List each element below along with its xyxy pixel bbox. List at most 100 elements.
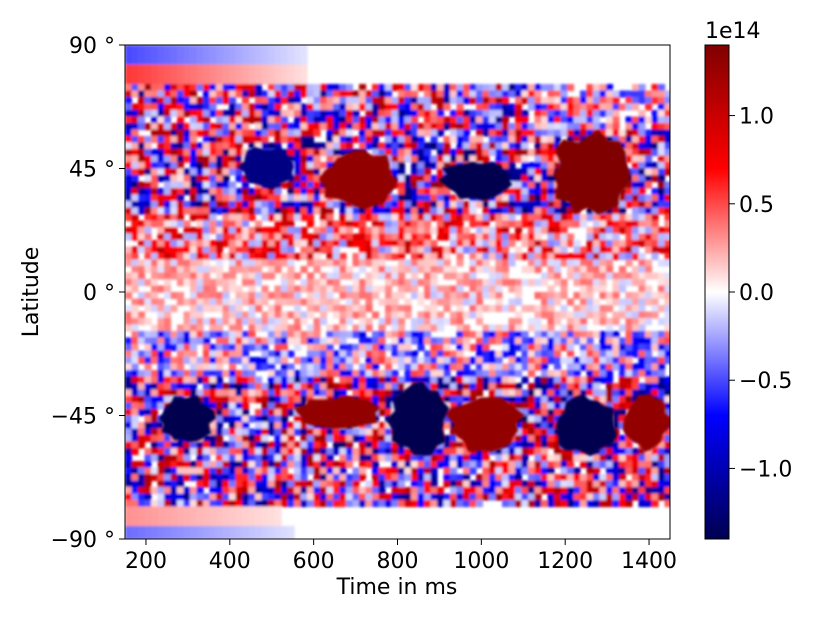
heatmap-cell xyxy=(222,142,230,150)
heatmap-cell xyxy=(378,344,386,352)
heatmap-cell xyxy=(398,357,406,365)
heatmap-cell xyxy=(417,292,425,300)
heatmap-cell xyxy=(612,474,620,482)
heatmap-cell xyxy=(664,103,670,111)
heatmap-cell xyxy=(274,480,282,488)
heatmap-cell xyxy=(242,279,250,287)
heatmap-cell xyxy=(612,298,620,306)
heatmap-cell xyxy=(547,396,555,404)
heatmap-cell xyxy=(378,448,386,456)
heatmap-cell xyxy=(196,142,204,150)
heatmap-cell xyxy=(482,350,490,358)
heatmap-cell xyxy=(346,298,354,306)
heatmap-cell xyxy=(638,493,646,501)
heatmap-cell xyxy=(255,376,263,384)
heatmap-cell xyxy=(242,71,250,79)
heatmap-cell xyxy=(456,110,464,118)
heatmap-cell xyxy=(365,110,373,118)
heatmap-cell xyxy=(495,487,503,495)
heatmap-cell xyxy=(619,298,627,306)
heatmap-cell xyxy=(664,97,670,105)
heatmap-cell xyxy=(261,116,269,124)
heatmap-cell xyxy=(385,311,393,319)
heatmap-cell xyxy=(443,162,451,170)
heatmap-cell xyxy=(632,194,640,202)
heatmap-cell xyxy=(352,376,360,384)
heatmap-cell xyxy=(326,285,334,293)
heatmap-cell xyxy=(157,45,165,53)
heatmap-cell xyxy=(411,493,419,501)
heatmap-cell xyxy=(541,103,549,111)
heatmap-cell xyxy=(229,149,237,157)
heatmap-cell xyxy=(606,272,614,280)
heatmap-cell xyxy=(268,123,276,131)
heatmap-cell xyxy=(222,389,230,397)
heatmap-cell xyxy=(372,129,380,137)
heatmap-cell xyxy=(593,487,601,495)
heatmap-cell xyxy=(625,292,633,300)
heatmap-cell xyxy=(599,318,607,326)
heatmap-cell xyxy=(261,441,269,449)
heatmap-cell xyxy=(411,467,419,475)
heatmap-cell xyxy=(365,487,373,495)
heatmap-cell xyxy=(534,409,542,417)
heatmap-cell xyxy=(255,201,263,209)
heatmap-cell xyxy=(489,324,497,332)
heatmap-cell xyxy=(443,84,451,92)
heatmap-cell xyxy=(125,259,133,267)
heatmap-cell xyxy=(287,311,295,319)
heatmap-cell xyxy=(229,168,237,176)
heatmap-cell xyxy=(443,337,451,345)
heatmap-cell xyxy=(580,97,588,105)
heatmap-cell xyxy=(573,448,581,456)
heatmap-cell xyxy=(151,344,159,352)
heatmap-cell xyxy=(398,480,406,488)
heatmap-cell xyxy=(664,461,670,469)
heatmap-cell xyxy=(606,116,614,124)
heatmap-cell xyxy=(606,467,614,475)
heatmap-cell xyxy=(437,253,445,261)
heatmap-cell xyxy=(417,376,425,384)
heatmap-cell xyxy=(177,45,185,53)
heatmap-cell xyxy=(164,246,172,254)
heatmap-cell xyxy=(554,415,562,423)
heatmap-cell xyxy=(378,435,386,443)
heatmap-cell xyxy=(632,233,640,241)
heatmap-cell xyxy=(183,71,191,79)
heatmap-cell xyxy=(378,207,386,215)
heatmap-cell xyxy=(437,259,445,267)
heatmap-cell xyxy=(463,480,471,488)
heatmap-cell xyxy=(378,220,386,228)
heatmap-cell xyxy=(521,129,529,137)
heatmap-cell xyxy=(521,90,529,98)
heatmap-cell xyxy=(638,474,646,482)
heatmap-cell xyxy=(664,201,670,209)
heatmap-cell xyxy=(164,188,172,196)
heatmap-cell xyxy=(131,370,139,378)
heatmap-cell xyxy=(157,64,165,72)
heatmap-cell xyxy=(528,90,536,98)
heatmap-cell xyxy=(398,454,406,462)
heatmap-cell xyxy=(235,233,243,241)
heatmap-cell xyxy=(248,279,256,287)
heatmap-cell xyxy=(190,142,198,150)
heatmap-cell xyxy=(411,97,419,105)
heatmap-cell xyxy=(190,123,198,131)
heatmap-cell xyxy=(157,324,165,332)
heatmap-cell xyxy=(515,480,523,488)
heatmap-cell xyxy=(209,428,217,436)
heatmap-cell xyxy=(209,77,217,85)
heatmap-cell xyxy=(209,331,217,339)
heatmap-cell xyxy=(216,129,224,137)
heatmap-cell xyxy=(294,383,302,391)
heatmap-cell xyxy=(554,441,562,449)
heatmap-cell xyxy=(235,350,243,358)
heatmap-cell xyxy=(216,116,224,124)
heatmap-cell xyxy=(359,493,367,501)
heatmap-cell xyxy=(586,240,594,248)
heatmap-cell xyxy=(320,285,328,293)
heatmap-cell xyxy=(326,357,334,365)
heatmap-cell xyxy=(398,142,406,150)
heatmap-cell xyxy=(183,77,191,85)
